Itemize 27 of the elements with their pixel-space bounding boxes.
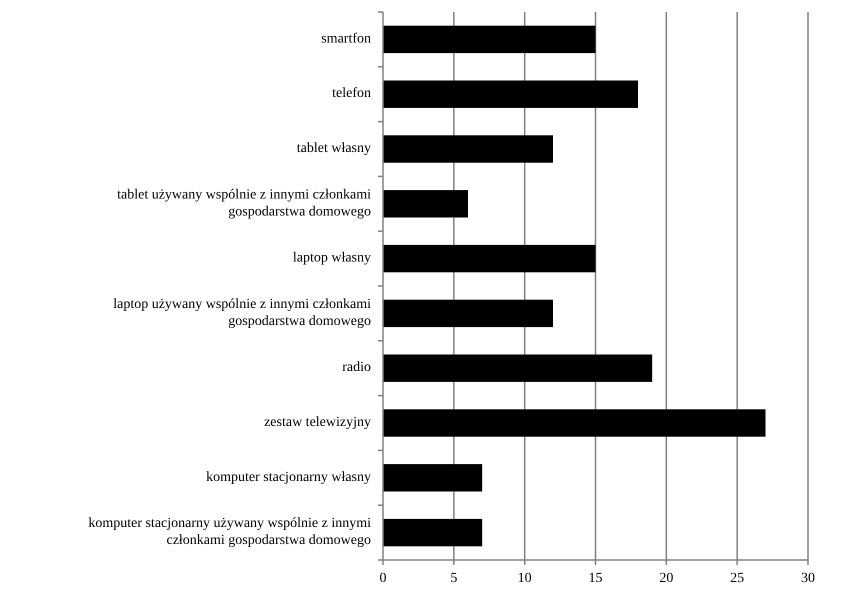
y-tick-label: radio [342,360,371,376]
bar [383,80,638,108]
y-tick-label: laptop używany wspólnie z innymi członkami gospodarstwa domowego [113,297,372,330]
x-tick-label: 15 [588,571,602,586]
y-tick-label: komputer stacjonarny używany wspólnie z innymi członkami gospodarstwa domowego [88,516,372,548]
y-tick-label: tablet własny [296,141,371,156]
y-tick-label: tablet używany wspólnie z innymi członkami gospodarstwa domowego [117,188,372,220]
x-tick-label: 0 [380,571,386,586]
x-tick-label: 25 [730,571,744,586]
bar [383,244,596,272]
bar [383,409,766,437]
y-tick-label: laptop własny [292,250,371,266]
x-tick-label: 20 [659,571,674,586]
x-tick-label: 30 [801,571,815,586]
y-tick-label: smartfon [321,32,371,47]
bar [383,464,482,492]
x-tick-label: 10 [518,571,532,586]
y-tick-label: komputer stacjonarny własny [206,470,371,486]
bar [383,300,553,328]
bar [383,26,596,54]
bar [383,190,468,218]
x-tick-label: 5 [450,571,458,586]
y-tick-label: zestaw telewizyjny [264,415,371,430]
bar [383,518,482,546]
bar [383,135,553,163]
y-tick-label: telefon [332,86,371,102]
bar [383,354,652,382]
